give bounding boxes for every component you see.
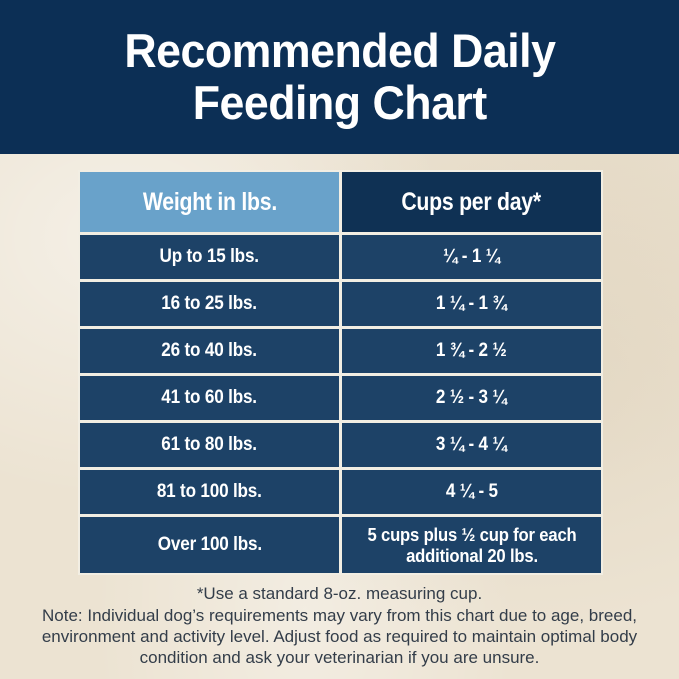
weight-value: Up to 15 lbs. [159, 246, 260, 267]
weight-value: 16 to 25 lbs. [161, 293, 258, 314]
table-row-4-cups-cell: 2 ½ - 3 ¼ [342, 376, 601, 420]
table-row-7-weight-cell: Over 100 lbs. [80, 517, 339, 573]
table-row-5-weight-cell: 61 to 80 lbs. [80, 423, 339, 467]
page-title-line-1: Recommended Daily [123, 24, 556, 77]
table-row-6-cups-cell: 4 ¼ - 5 [342, 470, 601, 514]
column-header-weight: Weight in lbs. [80, 172, 339, 232]
table-row-3-weight-cell: 26 to 40 lbs. [80, 329, 339, 373]
cups-value: 2 ½ - 3 ¼ [436, 387, 507, 408]
table-row-1-weight-cell: Up to 15 lbs. [80, 235, 339, 279]
cups-value: 1 ¼ - 1 ¾ [436, 293, 507, 314]
disclaimer-line-3: condition and ask your veterinarian if y… [139, 648, 540, 667]
footnotes: *Use a standard 8-oz. measuring cup. Not… [0, 583, 679, 668]
cups-value: 4 ¼ - 5 [445, 481, 498, 502]
table-row-7-cups-cell: 5 cups plus ½ cup for each additional 20… [342, 517, 601, 573]
table-row-2-cups-cell: 1 ¼ - 1 ¾ [342, 282, 601, 326]
table-row-4-weight-cell: 41 to 60 lbs. [80, 376, 339, 420]
table-row-1-cups-cell: ¼ - 1 ¼ [342, 235, 601, 279]
weight-value: 26 to 40 lbs. [161, 340, 258, 361]
table-row-5-cups-cell: 3 ¼ - 4 ¼ [342, 423, 601, 467]
weight-value: 81 to 100 lbs. [157, 481, 262, 502]
cups-value: 1 ¾ - 2 ½ [436, 340, 507, 361]
title-band: Recommended Daily Feeding Chart [0, 0, 679, 154]
measuring-cup-footnote: *Use a standard 8-oz. measuring cup. [196, 584, 483, 603]
table-row-2-weight-cell: 16 to 25 lbs. [80, 282, 339, 326]
cups-value: 5 cups plus ½ cup for each additional 20… [366, 524, 577, 566]
disclaimer-line-1: Note: Individual dog’s requirements may … [42, 606, 637, 625]
table-row-6-weight-cell: 81 to 100 lbs. [80, 470, 339, 514]
cups-value: ¼ - 1 ¼ [443, 246, 500, 267]
feeding-chart-table: Weight in lbs. Cups per day* Up to 15 lb… [78, 170, 603, 575]
page-title-line-2: Feeding Chart [192, 76, 487, 129]
weight-value: 41 to 60 lbs. [161, 387, 258, 408]
disclaimer-line-2: environment and activity level. Adjust f… [41, 627, 638, 646]
weight-value: 61 to 80 lbs. [161, 434, 258, 455]
weight-value: Over 100 lbs. [157, 534, 262, 555]
column-header-weight-label: Weight in lbs. [142, 187, 277, 216]
column-header-cups-label: Cups per day* [401, 187, 542, 216]
column-header-cups: Cups per day* [342, 172, 601, 232]
cups-value: 3 ¼ - 4 ¼ [436, 434, 507, 455]
table-row-3-cups-cell: 1 ¾ - 2 ½ [342, 329, 601, 373]
